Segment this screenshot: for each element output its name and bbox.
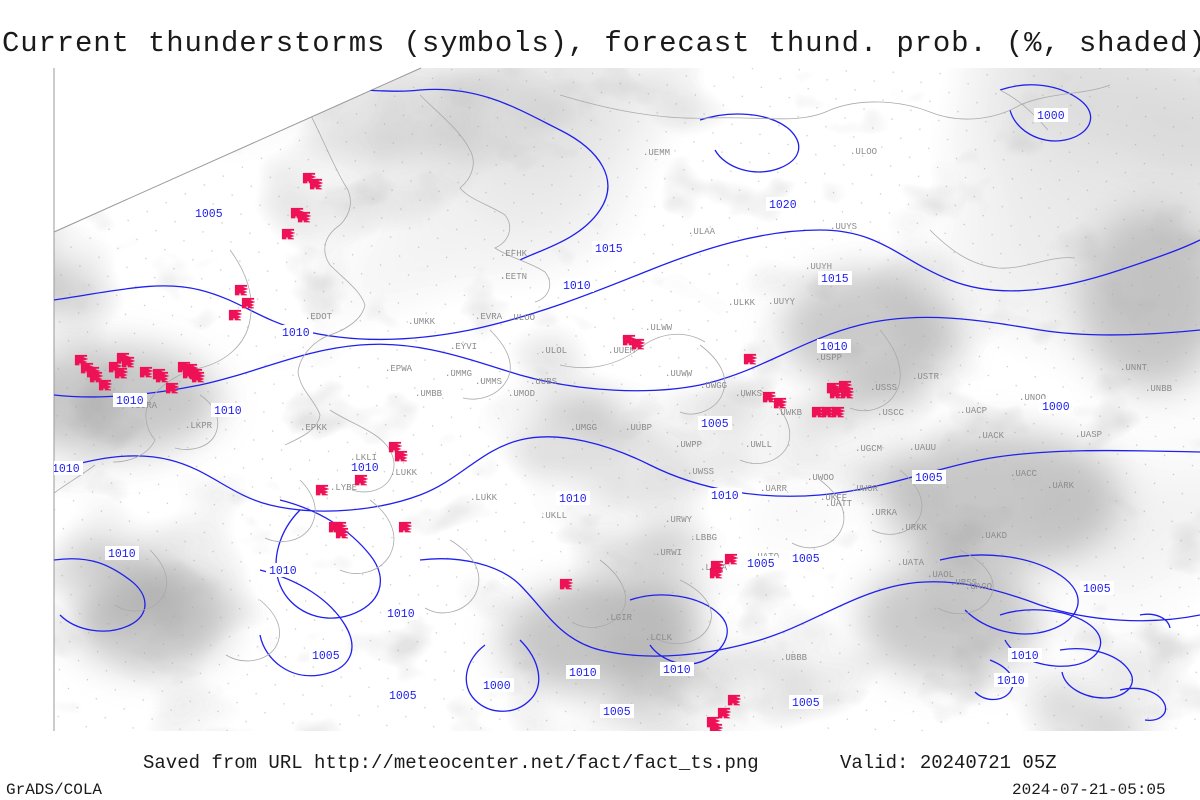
svg-text:.LGIR: .LGIR bbox=[605, 613, 633, 623]
svg-text:.UMOD: .UMOD bbox=[508, 389, 535, 399]
svg-text:1000: 1000 bbox=[483, 680, 511, 693]
svg-text:.UEMM: .UEMM bbox=[643, 148, 670, 158]
svg-text:.ULWW: .ULWW bbox=[645, 323, 673, 333]
svg-text:.UNNT: .UNNT bbox=[1120, 363, 1148, 373]
svg-text:1005: 1005 bbox=[915, 472, 943, 485]
svg-text:.URWY: .URWY bbox=[665, 515, 693, 525]
svg-text:.UWKB: .UWKB bbox=[775, 408, 803, 418]
svg-text:1010: 1010 bbox=[711, 490, 739, 503]
svg-text:1010: 1010 bbox=[563, 280, 591, 293]
svg-text:1005: 1005 bbox=[195, 208, 223, 221]
svg-text:1005: 1005 bbox=[603, 706, 631, 719]
svg-text:1005: 1005 bbox=[389, 690, 417, 703]
svg-text:.EFHK: .EFHK bbox=[500, 249, 528, 259]
svg-text:.LBBG: .LBBG bbox=[690, 533, 717, 543]
svg-text:1010: 1010 bbox=[282, 327, 310, 340]
svg-text:.ULOO: .ULOO bbox=[850, 147, 877, 157]
svg-text:.UUBS: .UUBS bbox=[530, 377, 557, 387]
svg-text:.URKK: .URKK bbox=[900, 523, 928, 533]
svg-text:.UACP: .UACP bbox=[960, 406, 987, 416]
svg-text:.USCC: .USCC bbox=[877, 408, 905, 418]
svg-text:.EVRA: .EVRA bbox=[475, 312, 503, 322]
svg-text:.LUKK: .LUKK bbox=[390, 468, 418, 478]
svg-text:.UAKD: .UAKD bbox=[980, 531, 1007, 541]
svg-text:1005: 1005 bbox=[792, 697, 820, 710]
svg-text:1010: 1010 bbox=[351, 462, 379, 475]
svg-text:.UATA: .UATA bbox=[897, 558, 925, 568]
svg-text:.USTR: .USTR bbox=[912, 372, 940, 382]
svg-text:.UWGG: .UWGG bbox=[700, 381, 727, 391]
svg-text:.UACC: .UACC bbox=[1010, 469, 1038, 479]
svg-text:.LUKK: .LUKK bbox=[470, 493, 498, 503]
svg-text:1005: 1005 bbox=[701, 418, 729, 431]
svg-text:1010: 1010 bbox=[116, 395, 144, 408]
svg-text:.ULOO: .ULOO bbox=[508, 313, 535, 323]
svg-text:.URKA: .URKA bbox=[870, 508, 898, 518]
svg-text:.ULOL: .ULOL bbox=[540, 346, 567, 356]
svg-text:1010: 1010 bbox=[108, 548, 136, 561]
svg-text:1010: 1010 bbox=[663, 664, 691, 677]
svg-text:.UKLL: .UKLL bbox=[540, 511, 567, 521]
svg-text:.UUYS: .UUYS bbox=[830, 222, 857, 232]
svg-text:.UWLL: .UWLL bbox=[745, 440, 772, 450]
svg-text:1010: 1010 bbox=[997, 675, 1025, 688]
svg-text:.UBBB: .UBBB bbox=[780, 653, 808, 663]
svg-text:1015: 1015 bbox=[821, 273, 849, 286]
svg-text:.UUWW: .UUWW bbox=[665, 369, 693, 379]
svg-text:.EETN: .EETN bbox=[500, 272, 527, 282]
svg-text:1010: 1010 bbox=[387, 608, 415, 621]
svg-text:.UAUU: .UAUU bbox=[909, 443, 936, 453]
svg-text:1020: 1020 bbox=[769, 199, 797, 212]
svg-text:.UKFF: .UKFF bbox=[820, 493, 847, 503]
svg-text:1000: 1000 bbox=[1042, 401, 1070, 414]
svg-text:1010: 1010 bbox=[569, 667, 597, 680]
svg-text:.UNBB: .UNBB bbox=[1145, 384, 1173, 394]
svg-text:.EPKK: .EPKK bbox=[300, 423, 328, 433]
svg-text:1010: 1010 bbox=[269, 565, 297, 578]
svg-text:.LYBE: .LYBE bbox=[330, 483, 357, 493]
svg-text:1005: 1005 bbox=[1083, 583, 1111, 596]
svg-text:.ULAA: .ULAA bbox=[688, 227, 716, 237]
svg-text:1010: 1010 bbox=[52, 463, 80, 476]
svg-text:.UARK: .UARK bbox=[1047, 481, 1075, 491]
svg-text:.UMKK: .UMKK bbox=[408, 317, 436, 327]
svg-text:.UMMG: .UMMG bbox=[445, 369, 472, 379]
svg-text:.UACK: .UACK bbox=[977, 431, 1005, 441]
svg-text:1000: 1000 bbox=[1037, 110, 1065, 123]
svg-text:.LCLK: .LCLK bbox=[645, 633, 673, 643]
svg-text:.UUEM: .UUEM bbox=[608, 346, 635, 356]
svg-text:1005: 1005 bbox=[792, 553, 820, 566]
svg-text:.UWOO: .UWOO bbox=[807, 473, 834, 483]
svg-text:.EPWA: .EPWA bbox=[385, 364, 413, 374]
svg-text:.UUBP: .UUBP bbox=[625, 423, 652, 433]
svg-text:.UMGG: .UMGG bbox=[570, 423, 597, 433]
svg-text:.USSS: .USSS bbox=[870, 383, 897, 393]
svg-text:1005: 1005 bbox=[312, 650, 340, 663]
svg-text:.EYVI: .EYVI bbox=[450, 342, 477, 352]
svg-text:.UWKS: .UWKS bbox=[735, 389, 762, 399]
svg-text:.UMMS: .UMMS bbox=[475, 377, 502, 387]
svg-text:.UMBB: .UMBB bbox=[415, 389, 443, 399]
svg-text:.UUYY: .UUYY bbox=[768, 297, 796, 307]
svg-text:1010: 1010 bbox=[559, 493, 587, 506]
svg-text:.EDOT: .EDOT bbox=[305, 312, 333, 322]
svg-text:.UUYH: .UUYH bbox=[805, 262, 832, 272]
svg-text:.URSS: .URSS bbox=[950, 578, 977, 588]
svg-text:.UARR: .UARR bbox=[760, 484, 788, 494]
svg-text:.URWI: .URWI bbox=[655, 548, 682, 558]
svg-text:1010: 1010 bbox=[214, 405, 242, 418]
svg-text:.LKPR: .LKPR bbox=[185, 421, 213, 431]
svg-text:1015: 1015 bbox=[595, 243, 623, 256]
svg-text:1005: 1005 bbox=[747, 558, 775, 571]
svg-text:.USPP: .USPP bbox=[815, 353, 842, 363]
svg-text:1010: 1010 bbox=[1011, 650, 1039, 663]
svg-text:.ULKK: .ULKK bbox=[728, 298, 756, 308]
svg-text:.UGCM: .UGCM bbox=[855, 444, 882, 454]
svg-text:.UASP: .UASP bbox=[1075, 430, 1102, 440]
svg-text:1010: 1010 bbox=[820, 341, 848, 354]
svg-text:.UWOR: .UWOR bbox=[851, 484, 879, 494]
svg-text:.UWPP: .UWPP bbox=[675, 440, 702, 450]
svg-text:.UWSS: .UWSS bbox=[687, 467, 714, 477]
